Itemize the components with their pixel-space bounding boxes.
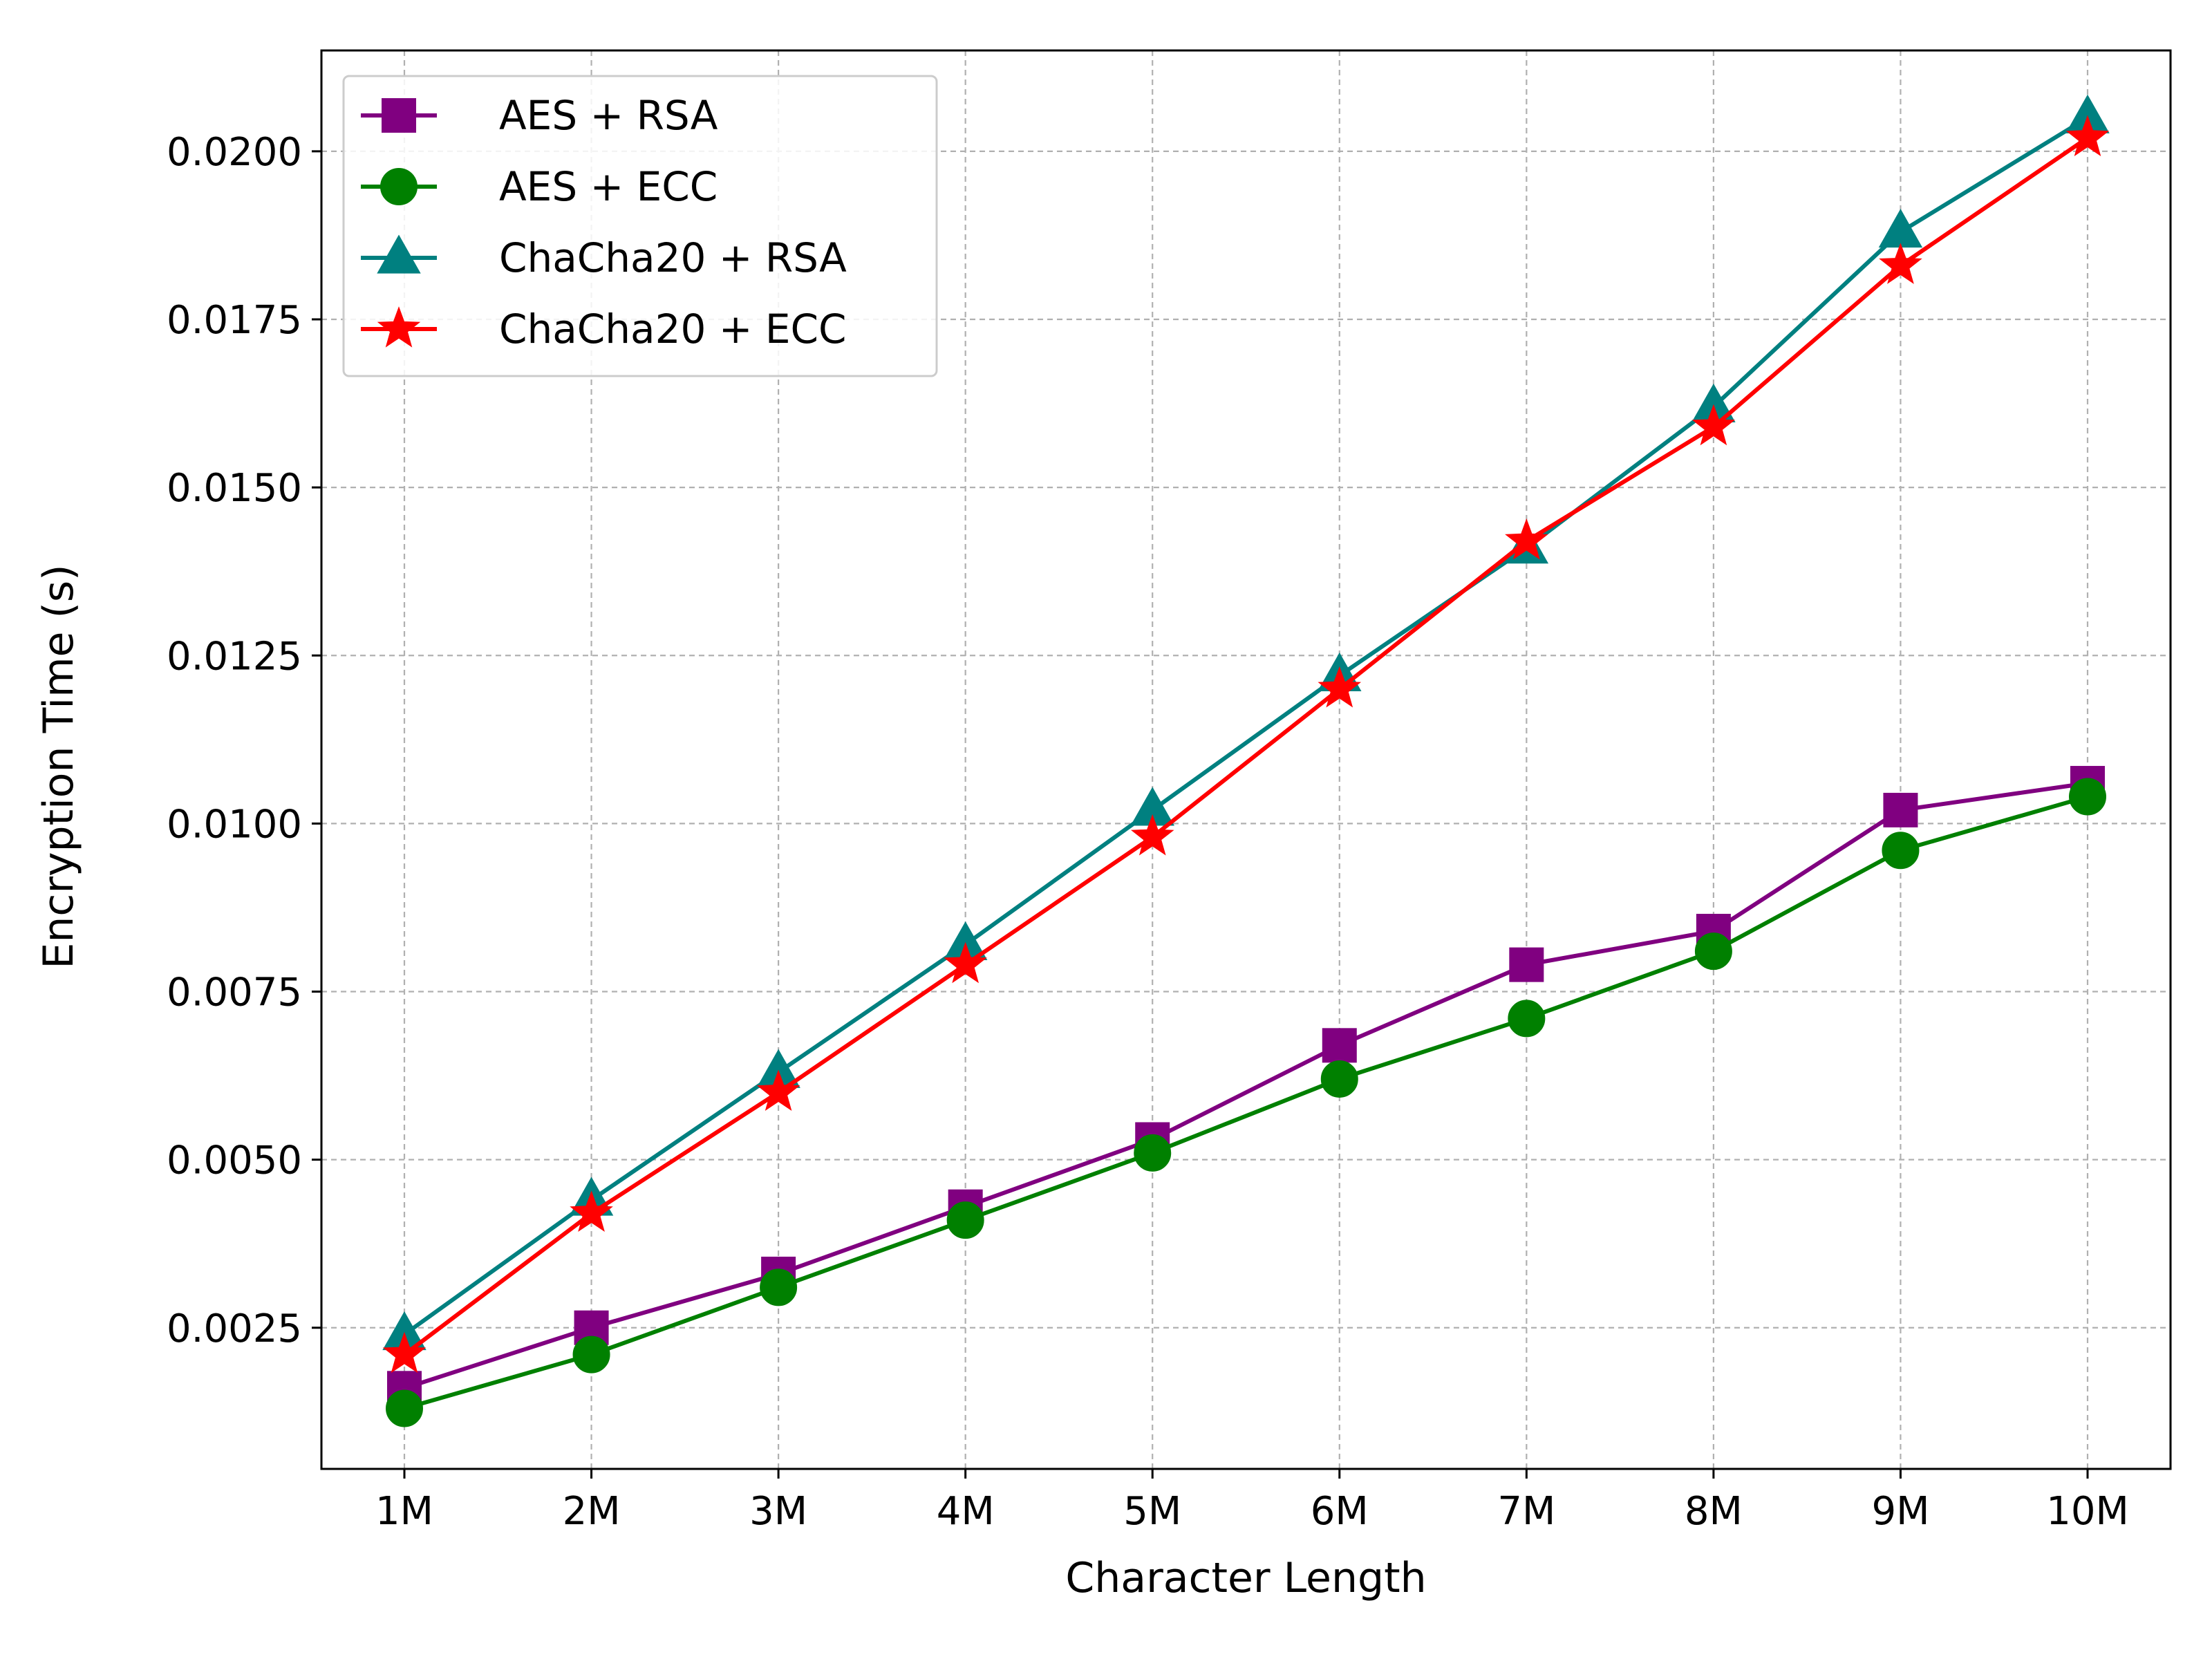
legend-entry: ChaCha20 + RSA [361,234,847,281]
y-tick-label: 0.0100 [167,802,302,847]
series-layer [382,94,2110,1427]
data-point [944,941,987,984]
x-tick-label: 8M [1685,1489,1743,1534]
series-3 [382,115,2110,1374]
data-point [2069,778,2106,816]
legend-marker [380,168,418,205]
x-tick-label: 1M [375,1489,433,1534]
y-axis-title: Encryption Time (s) [35,564,83,968]
data-point [1691,404,1736,446]
data-point [1320,1060,1358,1098]
y-tick-label: 0.0075 [167,971,302,1015]
x-tick-label: 10M [2046,1489,2129,1534]
series-1 [386,778,2106,1427]
x-tick-label: 6M [1311,1489,1369,1534]
y-tick-label: 0.0150 [167,466,302,511]
legend-marker [377,306,421,348]
data-point [1882,832,1920,870]
legend-box [342,75,938,377]
data-point [572,1335,610,1374]
data-point [760,1268,798,1306]
data-point [2065,115,2110,157]
data-point [946,1201,984,1239]
series-line [404,781,2088,1391]
y-tick-label: 0.0175 [167,298,302,343]
legend-label: AES + RSA [499,92,718,139]
legend-marker [377,234,421,274]
x-tick-label: 7M [1497,1489,1555,1534]
legend-label: ChaCha20 + RSA [499,234,847,281]
data-point [1694,932,1732,971]
x-tick-label: 2M [563,1489,621,1534]
data-point [1509,947,1544,982]
x-tick-label: 5M [1123,1489,1181,1534]
legend-label: ChaCha20 + ECC [499,306,847,353]
y-tick-label: 0.0200 [167,130,302,175]
legend-entry: AES + ECC [361,163,718,210]
plot-frame [320,49,2172,1470]
series-line [403,135,2089,1357]
series-line [403,115,2089,1336]
y-tick-label: 0.0125 [167,634,302,679]
x-tick-label: 4M [937,1489,995,1534]
data-point [1508,1000,1546,1038]
x-tick-label: 9M [1871,1489,1929,1534]
legend-entry: AES + RSA [361,92,718,139]
data-point [1318,666,1362,708]
y-tick-label: 0.0025 [167,1306,302,1351]
legend: AES + RSA AES + ECC ChaCha20 + RSA ChaCha20… [342,75,938,377]
data-point [756,1069,800,1112]
data-point [1879,243,1922,284]
legend-entry: ChaCha20 + ECC [361,306,847,353]
data-point [382,1331,427,1374]
x-axis-title: Character Length [1065,1554,1426,1602]
legend-label: AES + ECC [499,163,718,210]
legend-marker [382,98,416,133]
data-point [570,1190,613,1232]
data-point [1505,518,1548,560]
data-point [386,1389,423,1427]
series-2 [382,94,2110,1351]
data-point [1134,1134,1172,1172]
x-tick-label: 3M [749,1489,807,1534]
axes: 1M 2M 3M 4M 5M 6M 7M 8M 9M 10M 0.0025 0.0050 0.0075 0… [167,130,2129,1534]
data-point [1883,792,1918,827]
data-point [1322,1028,1357,1063]
series-line [404,794,2088,1411]
data-point [1130,814,1174,856]
y-tick-label: 0.0050 [167,1138,302,1183]
